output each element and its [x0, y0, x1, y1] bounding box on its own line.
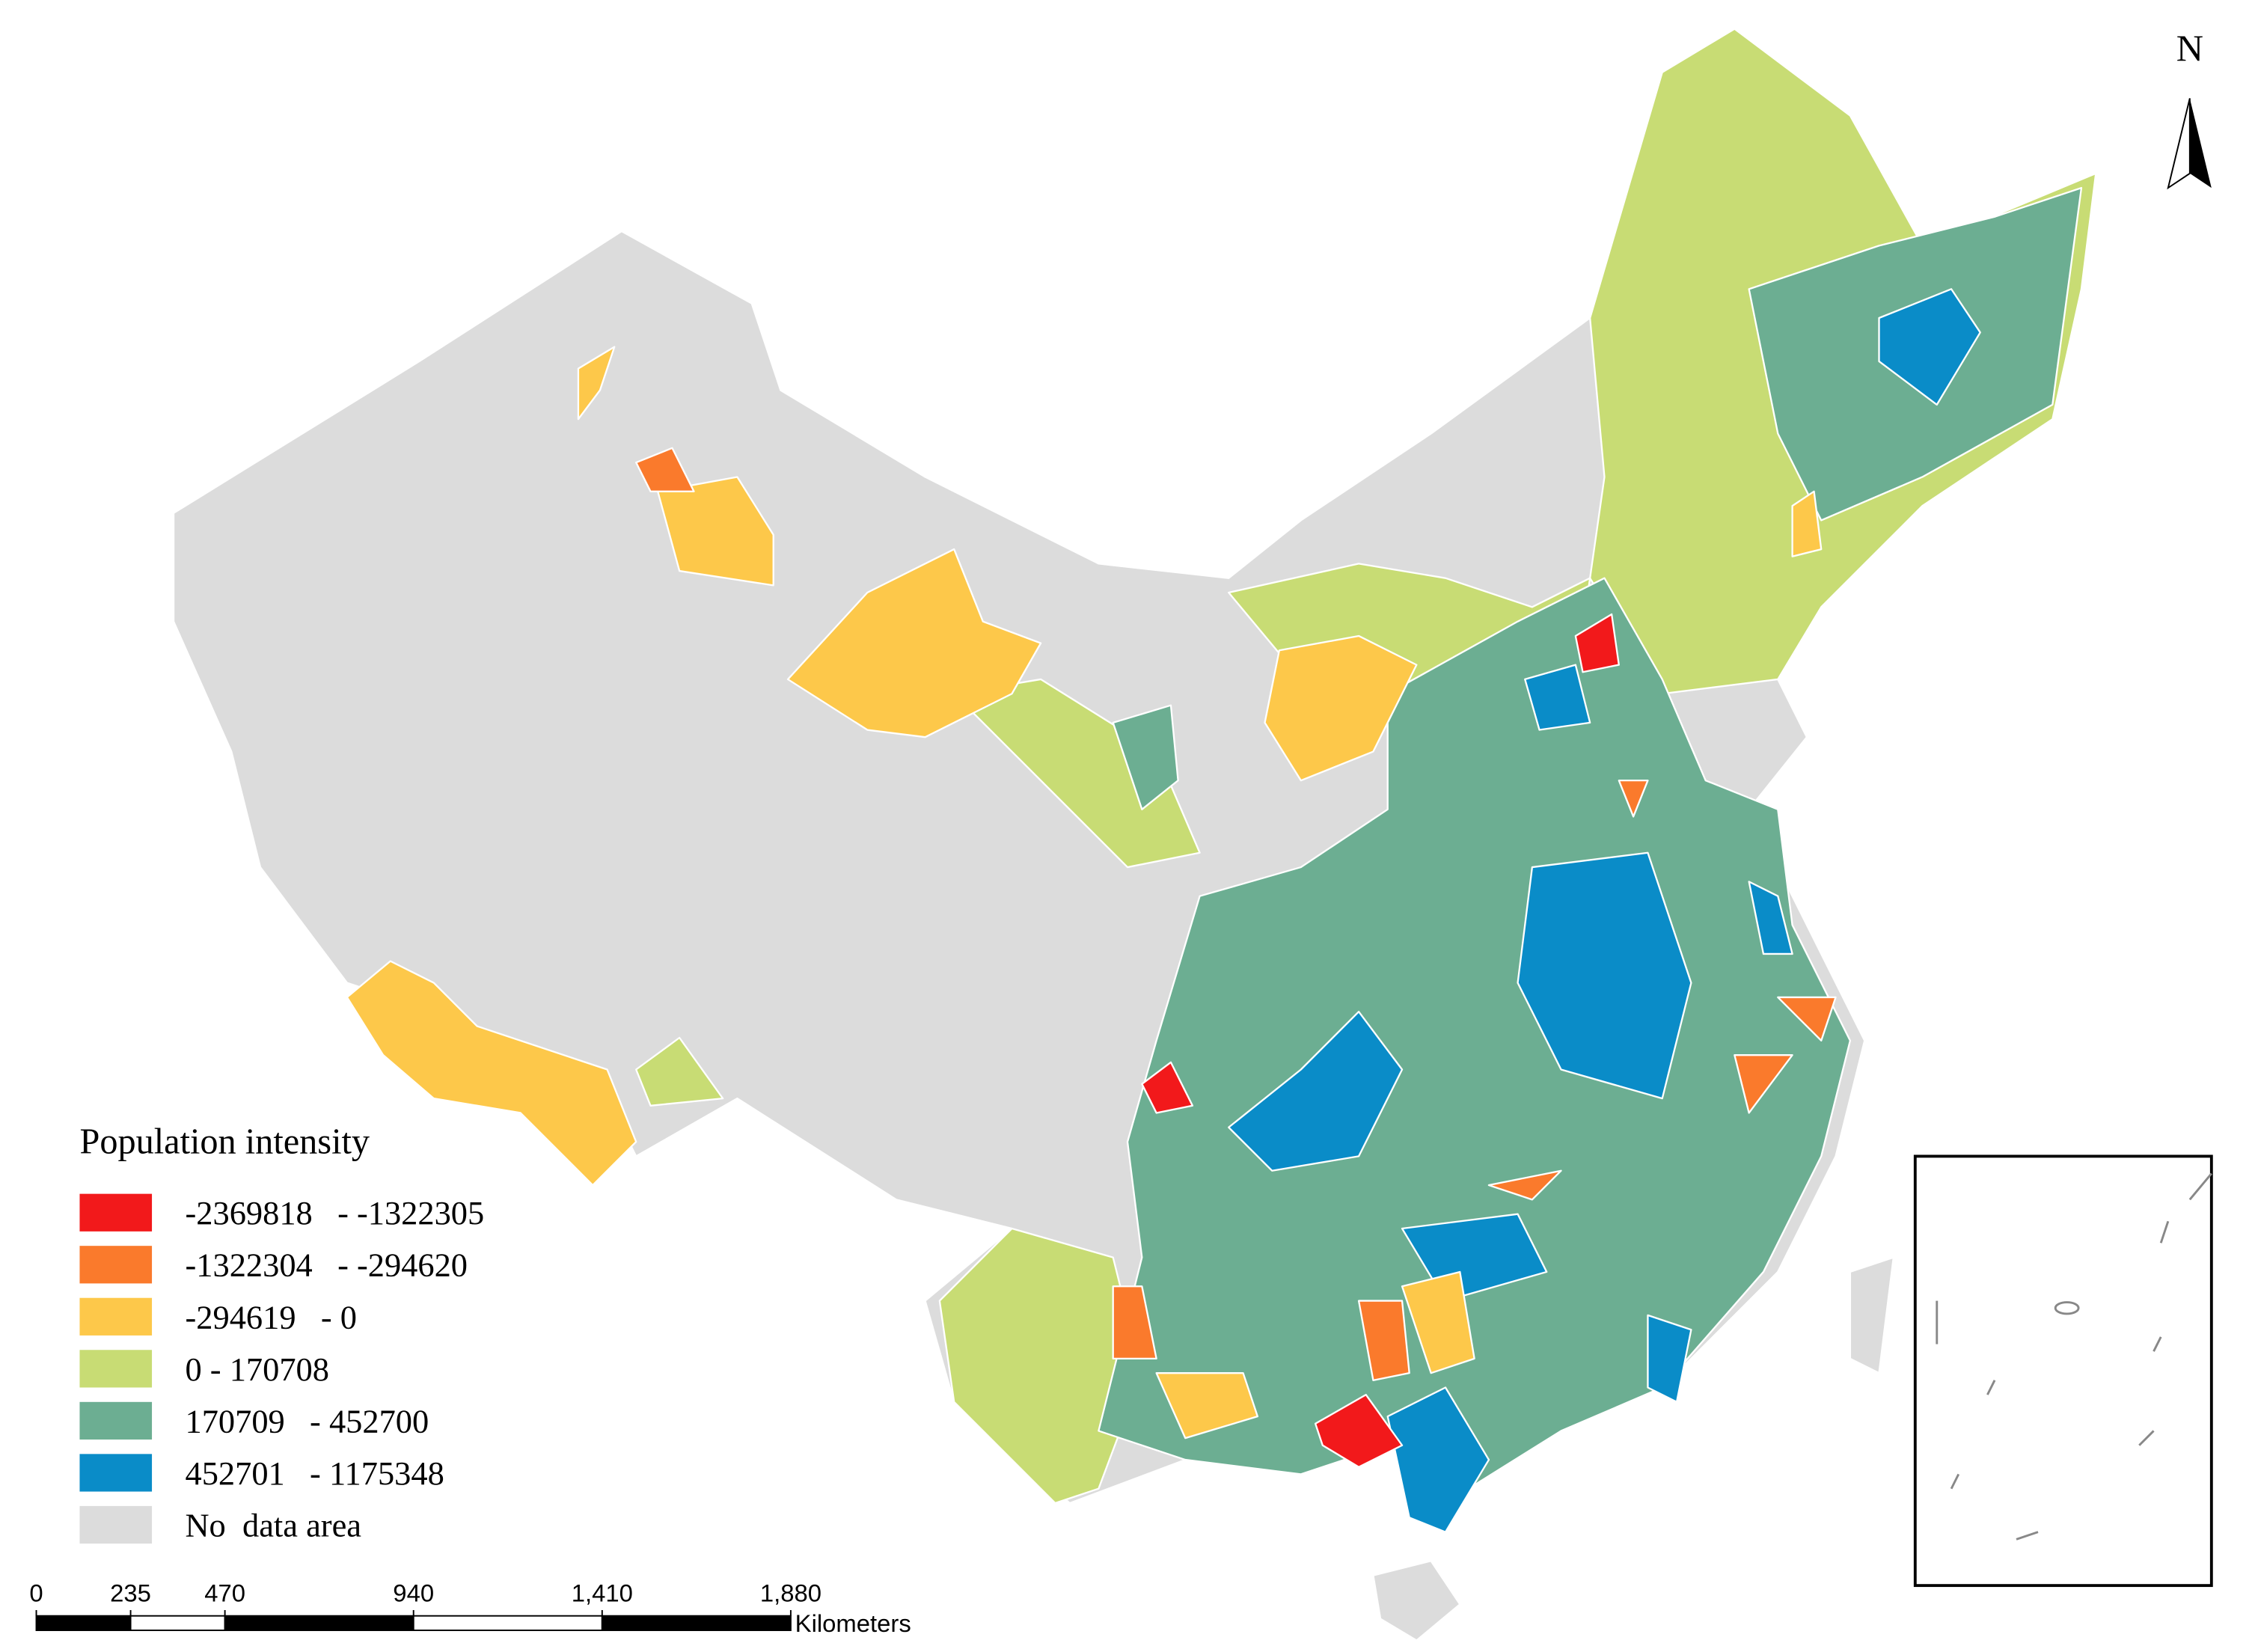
- region: [1777, 996, 1837, 1042]
- scale-segment: [601, 1615, 792, 1631]
- region: [1574, 613, 1620, 673]
- region: [1517, 851, 1692, 1100]
- region: [1647, 1314, 1692, 1403]
- legend: Population intensity -2369818 - -1322305…: [79, 1122, 484, 1544]
- inset-islands: [1936, 1172, 2212, 1541]
- legend-label: No data area: [185, 1506, 361, 1544]
- region: [635, 1036, 724, 1107]
- region: [1849, 1256, 1894, 1374]
- region: [635, 447, 695, 492]
- legend-label: 0 - 170708: [185, 1350, 328, 1388]
- region: [1141, 1061, 1194, 1114]
- region: [1401, 1270, 1475, 1374]
- region: [953, 678, 1201, 869]
- north-arrow-left: [2167, 98, 2191, 190]
- legend-label: 452701 - 1175348: [185, 1454, 444, 1492]
- scale-unit: Kilometers: [795, 1609, 911, 1637]
- region: [1372, 1560, 1461, 1642]
- legend-swatch: [79, 1454, 153, 1492]
- region: [657, 476, 774, 587]
- legend-swatch: [79, 1350, 153, 1388]
- legend-label: -2369818 - -1322305: [185, 1194, 484, 1232]
- scale-tick-label: 1,410: [572, 1579, 633, 1606]
- region: [1112, 1285, 1157, 1360]
- region: [346, 960, 637, 1187]
- legend-label: -294619 - 0: [185, 1298, 356, 1336]
- scale-bar: 0 235 470 940 1,410 1,880 Kilometers: [29, 1579, 911, 1637]
- regions: [172, 28, 2097, 1642]
- legend-title: Population intensity: [79, 1122, 370, 1162]
- north-label: N: [2176, 27, 2203, 69]
- region: [1524, 664, 1591, 731]
- scale-tick-label: 235: [110, 1579, 151, 1606]
- region: [577, 346, 616, 420]
- scale-tick-label: 1,880: [760, 1579, 821, 1606]
- region: [1748, 881, 1793, 955]
- legend-swatch: [79, 1401, 153, 1440]
- region: [1734, 1054, 1793, 1114]
- scale-segment: [412, 1615, 603, 1631]
- scale-segment: [129, 1615, 226, 1631]
- region: [1878, 288, 1981, 406]
- scale-tick-label: 470: [204, 1579, 245, 1606]
- north-arrow-right: [2189, 98, 2212, 189]
- scale-tick-label: 940: [393, 1579, 434, 1606]
- scale-segment: [35, 1615, 132, 1631]
- region: [1314, 1393, 1404, 1468]
- legend-label: 170709 - 452700: [185, 1402, 429, 1440]
- legend-swatch: [79, 1297, 153, 1336]
- region: [1357, 1300, 1410, 1381]
- region: [1264, 634, 1418, 782]
- region: [1487, 1169, 1562, 1201]
- region: [1228, 1011, 1404, 1172]
- region: [1618, 779, 1649, 818]
- legend-swatch: [79, 1193, 153, 1232]
- region: [1112, 704, 1179, 810]
- region: [1386, 1386, 1490, 1533]
- region: [1791, 490, 1823, 557]
- legend-swatch: [79, 1505, 153, 1544]
- legend-swatch: [79, 1246, 153, 1284]
- region: [1155, 1372, 1259, 1440]
- region: [1098, 577, 1852, 1505]
- inset-frame: [1913, 1154, 2213, 1588]
- scale-tick-label: 0: [29, 1579, 43, 1606]
- legend-label: -1322304 - -294620: [185, 1246, 468, 1284]
- region: [786, 548, 1042, 738]
- scale-segment: [224, 1615, 414, 1631]
